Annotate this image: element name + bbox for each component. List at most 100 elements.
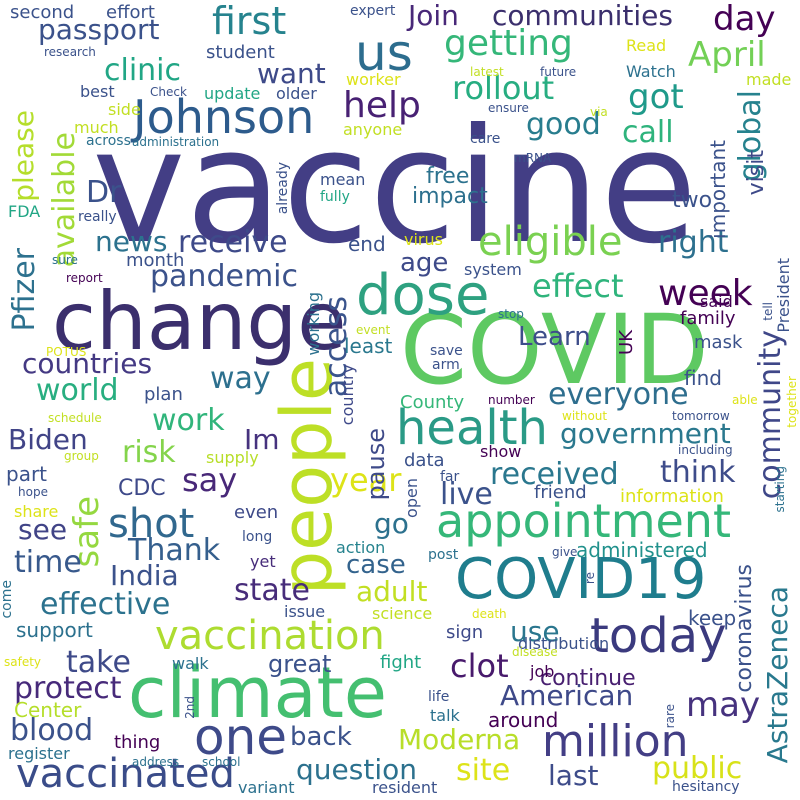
word-year: year [330, 461, 402, 499]
word-pandemic: pandemic [150, 259, 298, 294]
word-action: action [336, 538, 386, 557]
word-effective: effective [40, 587, 171, 622]
word-first: first [212, 0, 287, 43]
word-million: million [542, 716, 689, 767]
word-variant: variant [238, 778, 295, 797]
word-use: use [510, 615, 560, 648]
word-ensure: ensure [488, 101, 529, 115]
word-dose: dose [356, 263, 490, 328]
word-read: Read [626, 36, 667, 55]
word-india: India [110, 559, 179, 592]
word-us: us [355, 24, 413, 82]
word-without: without [562, 409, 608, 423]
word-effort: effort [106, 2, 155, 23]
word-everyone: everyone [548, 377, 689, 412]
word-resident: resident [372, 778, 438, 797]
word-group: group [64, 449, 99, 463]
word-said: said [700, 292, 733, 311]
word-im: Im [244, 423, 280, 456]
word-update: update [204, 84, 261, 103]
word-administered: administered [576, 538, 708, 562]
word-adult: adult [356, 575, 428, 608]
word-tomorrow: tomorrow [672, 409, 730, 423]
word-shot: shot [108, 501, 195, 547]
word-virus: virus [404, 230, 443, 249]
word-much: much [74, 118, 119, 137]
word-second: second [10, 2, 75, 23]
word-site: site [456, 753, 511, 788]
word-report: report [66, 271, 103, 285]
word-including: including [678, 443, 733, 457]
word-uk: UK [616, 330, 637, 355]
word-latest: latest [470, 65, 504, 79]
word-dr: Dr [86, 175, 122, 210]
word-call: call [622, 115, 674, 150]
word-part: part [6, 462, 48, 486]
word-even: even [234, 502, 279, 523]
word-take: take [66, 645, 131, 680]
word-watch: Watch [626, 62, 676, 81]
word-re: re [583, 572, 597, 585]
word-clot: clot [450, 647, 509, 685]
word-disease: disease [512, 645, 558, 659]
word-already: already [275, 162, 291, 215]
word-say: say [182, 461, 238, 499]
word-supply: supply [206, 448, 259, 467]
word-come: come [0, 580, 15, 619]
word-really: really [78, 209, 117, 225]
word-got: got [628, 77, 684, 117]
word-thing: thing [114, 732, 161, 753]
word-give: give [552, 545, 578, 559]
word-able: able [732, 393, 758, 407]
word-school: school [202, 755, 241, 769]
word-impact: impact [412, 184, 488, 209]
word-johnson: Johnson [133, 90, 315, 144]
word-live: live [440, 477, 493, 512]
word-change: change [52, 275, 347, 368]
word-mrna: mRNA [514, 151, 552, 165]
word-sign: sign [446, 622, 484, 643]
word-hesitancy: hesitancy [672, 779, 740, 795]
word-see: see [18, 513, 68, 546]
word-support: support [16, 618, 93, 642]
word-made: made [746, 70, 792, 89]
word-yet: yet [250, 552, 276, 571]
word-day: day [713, 0, 776, 39]
word-question: question [296, 753, 417, 786]
word-tell: tell [761, 302, 775, 321]
word-family: family [680, 308, 736, 329]
word-thank: Thank [128, 533, 221, 568]
word-covid: COVID [400, 294, 709, 406]
word-fda: FDA [8, 202, 41, 221]
word-death: death [472, 607, 507, 621]
word-share: share [14, 502, 59, 521]
word-research: research [44, 45, 96, 59]
word-life: life [428, 689, 450, 705]
word-today: today [590, 608, 727, 664]
word-two: two [672, 188, 713, 213]
word-president: President [774, 258, 793, 333]
word-free: free [426, 164, 470, 189]
word-talk: talk [430, 706, 460, 725]
word-vaccination: vaccination [155, 613, 385, 659]
word-one: one [194, 708, 288, 766]
word-received: received [490, 457, 619, 492]
word-administration: administration [132, 135, 220, 149]
word-stop: stop [498, 307, 524, 321]
word-passport: passport [38, 13, 160, 46]
word-great: great [268, 650, 332, 678]
word-expert: expert [350, 3, 396, 19]
word-right: right [658, 225, 729, 260]
word-risk: risk [122, 435, 176, 470]
word-mask: mask [694, 332, 743, 353]
word-visit: visit [744, 150, 769, 196]
word-protect: protect [14, 671, 122, 706]
word-pfizer: Pfizer [7, 248, 42, 332]
word-keep: keep [688, 606, 737, 630]
word-april: April [688, 35, 766, 75]
word-country: country [338, 364, 357, 426]
word-learn: Learn [518, 322, 591, 352]
word-number: number [488, 393, 535, 407]
word-mean: mean [320, 170, 366, 189]
